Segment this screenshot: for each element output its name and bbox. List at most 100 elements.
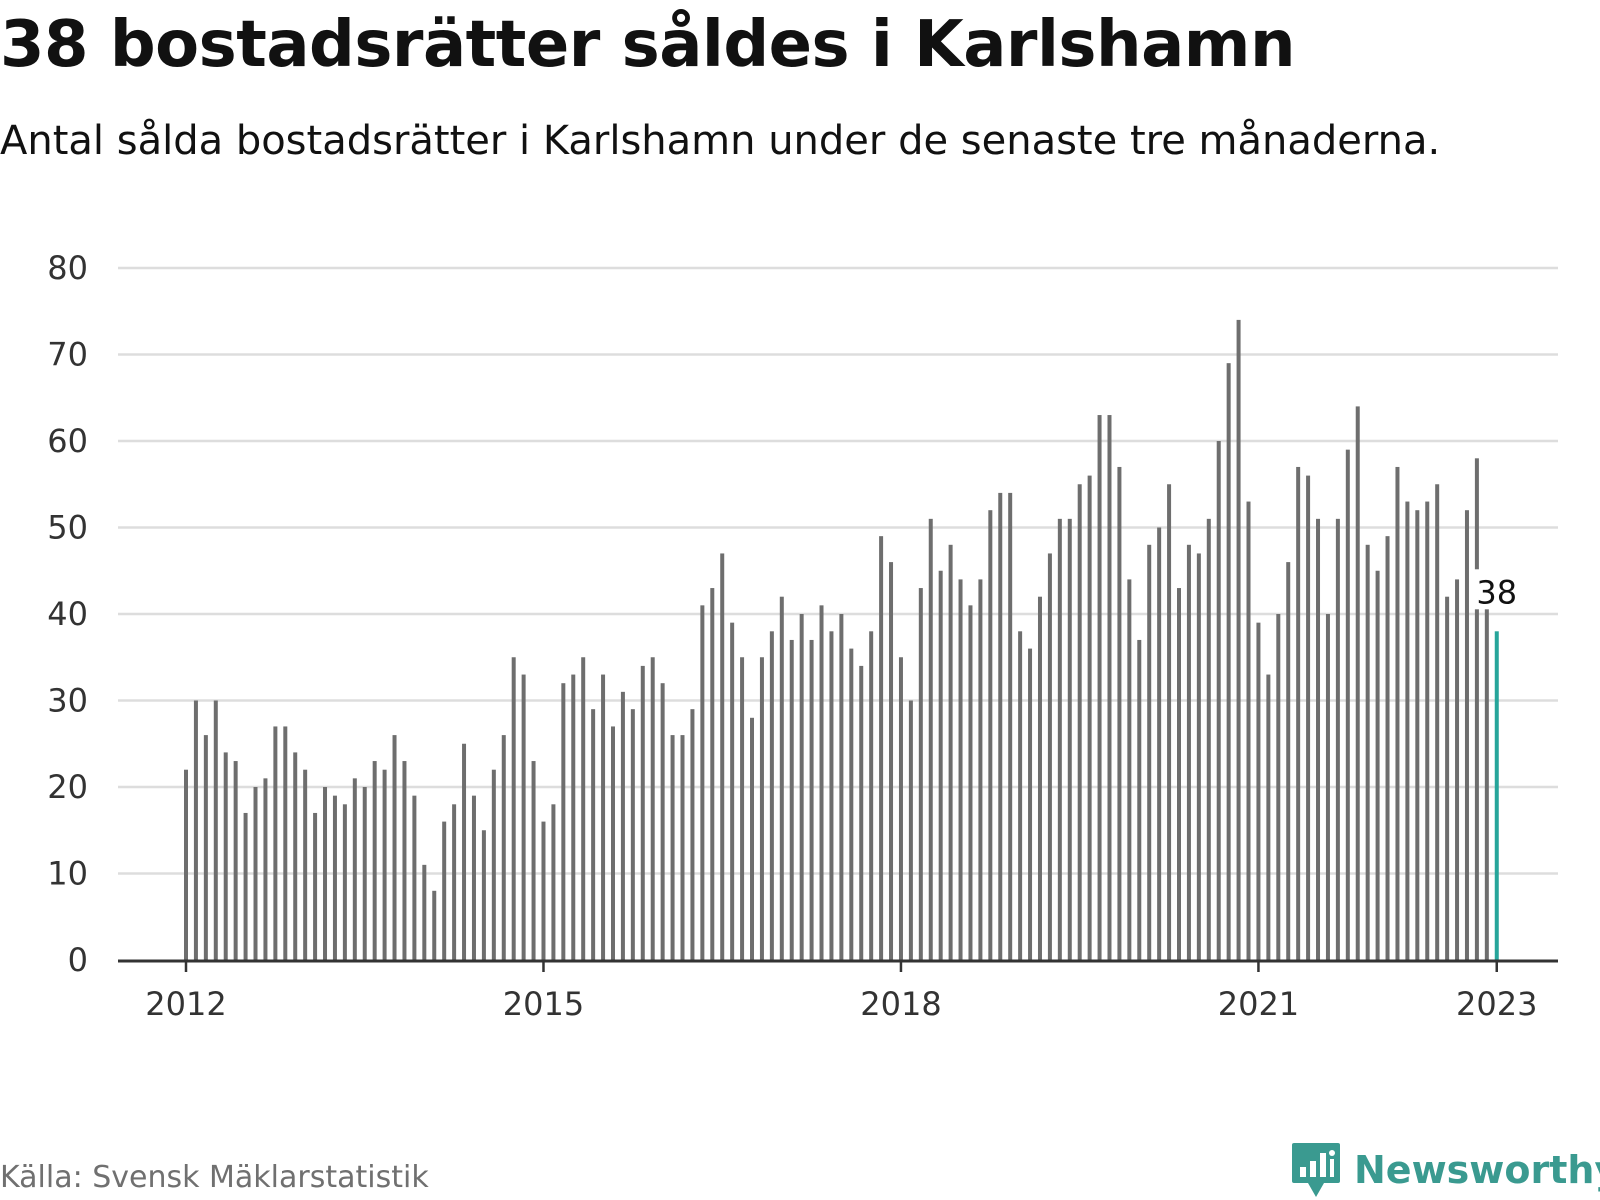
bar (223, 752, 228, 960)
bar (620, 691, 625, 960)
bar (789, 639, 794, 960)
bar (1107, 415, 1112, 960)
bar (1296, 466, 1301, 960)
bar (750, 717, 755, 960)
bar (313, 812, 318, 960)
bar (740, 657, 745, 960)
y-tick-label-10: 10 (47, 855, 88, 893)
bar (481, 830, 486, 960)
source-note: Källa: Svensk Mäklarstatistik (0, 1160, 429, 1195)
value-labels: 38 (1472, 569, 1521, 611)
gridlines (118, 266, 1558, 875)
y-tick-label-40: 40 (47, 595, 88, 633)
bar (213, 700, 218, 960)
bar (1177, 588, 1181, 960)
bar (1474, 458, 1479, 960)
bar (759, 657, 764, 960)
bar (1186, 544, 1191, 960)
bar (908, 700, 913, 960)
bar (1206, 518, 1211, 960)
bar (978, 579, 983, 960)
bar (303, 769, 308, 960)
bar (243, 812, 248, 960)
bar (283, 726, 288, 960)
bar (1385, 536, 1390, 960)
bar (730, 622, 735, 960)
bar (1117, 466, 1122, 960)
bar (1425, 501, 1430, 960)
bar (1097, 415, 1102, 960)
bar (1316, 518, 1321, 960)
bar (1464, 510, 1469, 960)
bar (650, 657, 655, 960)
x-tick-label-2021: 2021 (1218, 985, 1299, 1023)
bar (372, 761, 377, 960)
y-tick-label-30: 30 (47, 682, 88, 720)
y-axis-ticks: 0 10 20 30 40 50 60 70 80 (47, 249, 88, 979)
bar (273, 726, 278, 960)
bar (412, 795, 417, 960)
bar (700, 605, 705, 960)
y-tick-label-0: 0 (68, 941, 88, 979)
bar-highlight (1494, 631, 1499, 960)
bar (432, 890, 437, 960)
bar (670, 735, 675, 960)
bar (1286, 562, 1291, 960)
bar (1325, 614, 1330, 960)
bar (859, 665, 864, 960)
y-tick-label-80: 80 (47, 249, 88, 287)
bar (253, 787, 258, 960)
bar (1018, 631, 1023, 960)
bar (839, 614, 844, 960)
bar (1375, 570, 1380, 960)
bar (1415, 510, 1420, 960)
bar (809, 639, 814, 960)
bar (630, 709, 635, 960)
x-axis-ticks: 2012 2015 2018 2021 2023 (145, 961, 1537, 1023)
bar (352, 778, 357, 960)
bar (193, 700, 198, 960)
bar-chart: 0 10 20 30 40 50 60 70 80 2012 2015 2018 2021 2023 3… (47, 249, 1558, 1023)
bar (591, 709, 596, 960)
brand-name: Newsworthy (1354, 1148, 1600, 1192)
bar (799, 614, 804, 960)
bar (1445, 596, 1450, 960)
bar (1435, 484, 1440, 960)
bar (918, 588, 923, 960)
bar (1077, 484, 1082, 960)
bar (402, 761, 407, 960)
bar (442, 821, 447, 960)
bar (1335, 518, 1340, 960)
bar (1395, 466, 1400, 960)
bar (501, 735, 506, 960)
bar (392, 735, 397, 960)
bar (1047, 553, 1052, 960)
bar (879, 536, 884, 960)
bar (869, 631, 874, 960)
bar (1345, 449, 1350, 960)
bar (958, 579, 963, 960)
bar (710, 588, 715, 960)
bar (362, 787, 367, 960)
bar (531, 761, 536, 960)
bar (680, 735, 685, 960)
bar (1226, 363, 1231, 960)
bar (1306, 475, 1311, 960)
bar (1196, 553, 1201, 960)
bar (1216, 441, 1221, 960)
bar (938, 570, 943, 960)
bar-chart-speech-bubble-icon (1292, 1143, 1340, 1197)
bar (769, 631, 774, 960)
x-tick-label-2018: 2018 (860, 985, 941, 1023)
bar (571, 674, 576, 960)
y-tick-label-50: 50 (47, 509, 88, 547)
bar (342, 804, 347, 960)
bar (1008, 492, 1013, 960)
bar (422, 864, 427, 960)
bar (1236, 319, 1241, 960)
bar (233, 761, 238, 960)
x-tick-label-2023: 2023 (1456, 985, 1537, 1023)
bar (551, 804, 556, 960)
bar (203, 735, 208, 960)
bar (541, 821, 546, 960)
